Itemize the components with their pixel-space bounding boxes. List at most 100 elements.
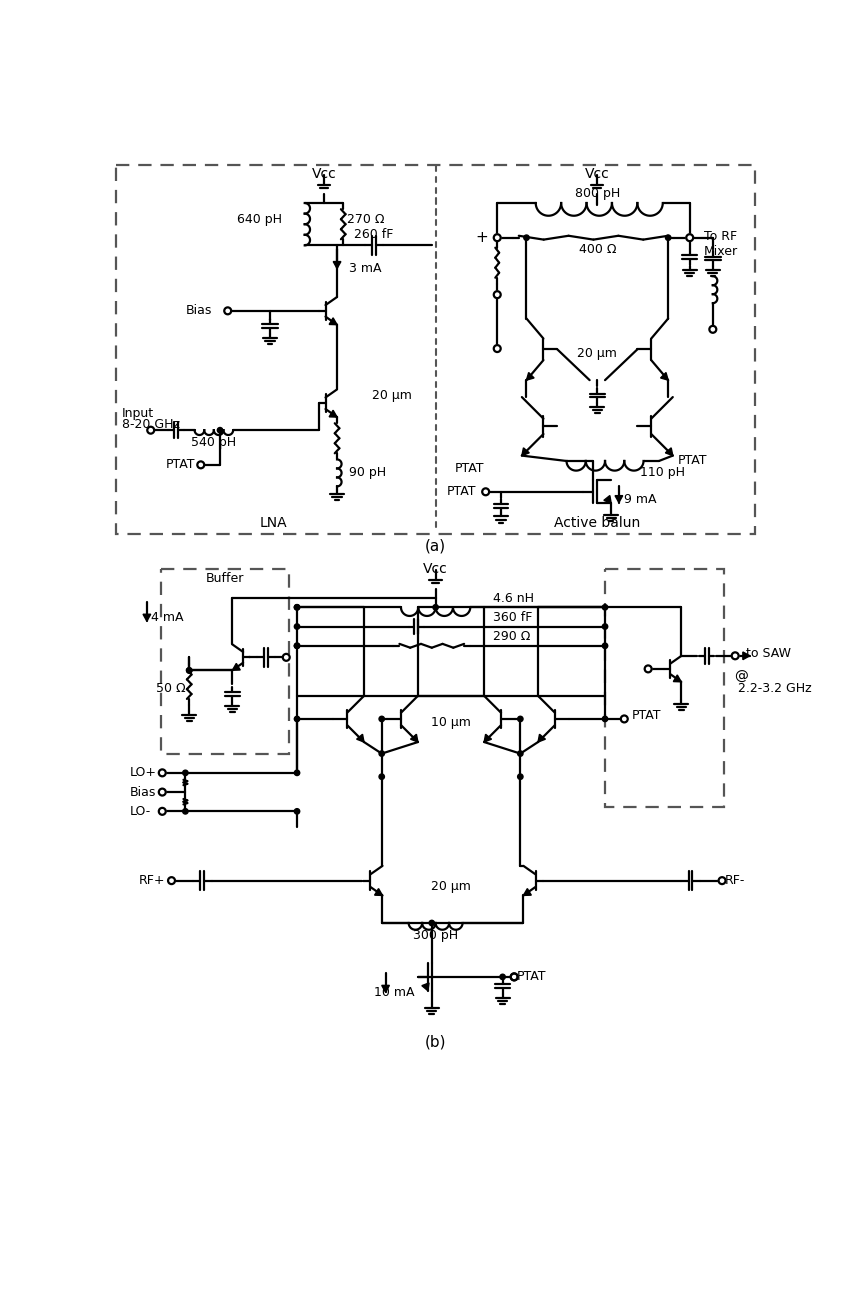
Circle shape (433, 605, 439, 610)
Polygon shape (143, 614, 150, 621)
Text: PTAT: PTAT (447, 485, 477, 498)
Polygon shape (522, 448, 530, 456)
Polygon shape (526, 372, 534, 380)
Bar (605, 569, 724, 808)
Circle shape (294, 605, 300, 610)
Polygon shape (484, 735, 491, 742)
Text: -: - (699, 230, 705, 246)
Polygon shape (538, 735, 546, 742)
Circle shape (183, 770, 188, 775)
Circle shape (186, 668, 192, 673)
Polygon shape (615, 495, 623, 503)
Text: @: @ (734, 669, 748, 684)
Text: 50 Ω: 50 Ω (156, 682, 185, 694)
Circle shape (379, 774, 384, 779)
Circle shape (218, 427, 223, 433)
Circle shape (482, 489, 489, 495)
Circle shape (294, 643, 300, 648)
Circle shape (603, 643, 608, 648)
Text: 10 μm: 10 μm (431, 716, 471, 729)
Circle shape (686, 234, 694, 242)
Text: Input: Input (122, 406, 155, 420)
Text: 400 Ω: 400 Ω (579, 243, 616, 256)
Text: 360 fF: 360 fF (493, 610, 533, 623)
Text: PTAT: PTAT (678, 455, 708, 468)
Circle shape (159, 770, 166, 776)
Circle shape (294, 809, 300, 814)
Polygon shape (666, 448, 673, 456)
Text: Buffer: Buffer (207, 572, 245, 586)
Circle shape (379, 752, 384, 757)
Circle shape (197, 461, 204, 468)
Text: 4.6 nH: 4.6 nH (493, 592, 535, 605)
Bar (161, 569, 289, 754)
Circle shape (159, 808, 166, 814)
Circle shape (710, 325, 717, 333)
Text: RF-: RF- (724, 874, 745, 887)
Polygon shape (329, 410, 337, 417)
Circle shape (294, 643, 300, 648)
Text: 20 μm: 20 μm (371, 389, 411, 403)
Text: LO+: LO+ (130, 766, 157, 779)
Text: 540 pH: 540 pH (191, 437, 236, 450)
Circle shape (494, 345, 501, 352)
Circle shape (379, 716, 384, 721)
Text: Active balun: Active balun (554, 515, 640, 529)
Circle shape (429, 920, 434, 925)
Polygon shape (357, 735, 364, 742)
Text: 290 Ω: 290 Ω (493, 630, 530, 643)
Text: To RF
Mixer: To RF Mixer (704, 230, 738, 257)
Text: 3 mA: 3 mA (348, 261, 381, 274)
Circle shape (183, 809, 188, 814)
Text: PTAT: PTAT (632, 708, 661, 721)
Text: 110 pH: 110 pH (640, 467, 684, 480)
Text: 2.2-3.2 GHz: 2.2-3.2 GHz (739, 682, 812, 694)
Text: (a): (a) (425, 538, 446, 553)
Circle shape (224, 307, 231, 314)
Text: Bias: Bias (130, 786, 156, 799)
Text: Vcc: Vcc (423, 562, 448, 576)
Circle shape (603, 716, 608, 721)
Circle shape (494, 234, 501, 242)
Circle shape (186, 668, 192, 673)
Circle shape (603, 605, 608, 610)
Circle shape (518, 716, 523, 721)
Polygon shape (524, 889, 531, 895)
Text: 260 fF: 260 fF (354, 229, 394, 240)
Polygon shape (382, 985, 389, 992)
Circle shape (294, 605, 300, 610)
Circle shape (666, 235, 671, 240)
Text: Vcc: Vcc (585, 167, 609, 180)
Text: RF+: RF+ (139, 874, 166, 887)
Text: PTAT: PTAT (166, 459, 196, 472)
Circle shape (620, 715, 628, 723)
Text: LNA: LNA (260, 515, 288, 529)
Circle shape (294, 716, 300, 721)
Text: 10 mA: 10 mA (374, 985, 415, 999)
Text: to SAW: to SAW (746, 647, 791, 660)
Circle shape (159, 788, 166, 796)
Circle shape (603, 623, 608, 629)
Circle shape (511, 974, 518, 980)
Polygon shape (329, 318, 337, 324)
Text: 800 pH: 800 pH (575, 187, 620, 200)
Circle shape (644, 665, 652, 672)
Text: 8-20 GHz: 8-20 GHz (122, 417, 180, 430)
Polygon shape (422, 983, 429, 991)
Circle shape (732, 652, 739, 659)
Text: 20 μm: 20 μm (577, 346, 617, 359)
Bar (116, 165, 755, 535)
Text: 20 μm: 20 μm (431, 881, 471, 893)
Polygon shape (660, 372, 668, 380)
Polygon shape (232, 664, 241, 670)
Circle shape (524, 235, 530, 240)
Polygon shape (673, 674, 681, 682)
Text: LO-: LO- (130, 805, 151, 818)
Circle shape (294, 770, 300, 775)
Text: +: + (475, 230, 488, 246)
Text: (b): (b) (425, 1035, 446, 1050)
Text: Bias: Bias (185, 305, 212, 318)
Circle shape (168, 877, 175, 884)
Text: 90 pH: 90 pH (348, 467, 386, 480)
Circle shape (294, 623, 300, 629)
